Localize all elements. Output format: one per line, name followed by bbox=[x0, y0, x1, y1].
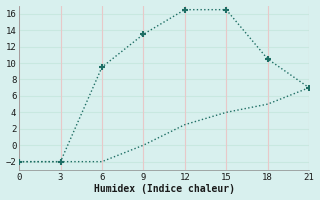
X-axis label: Humidex (Indice chaleur): Humidex (Indice chaleur) bbox=[93, 184, 235, 194]
